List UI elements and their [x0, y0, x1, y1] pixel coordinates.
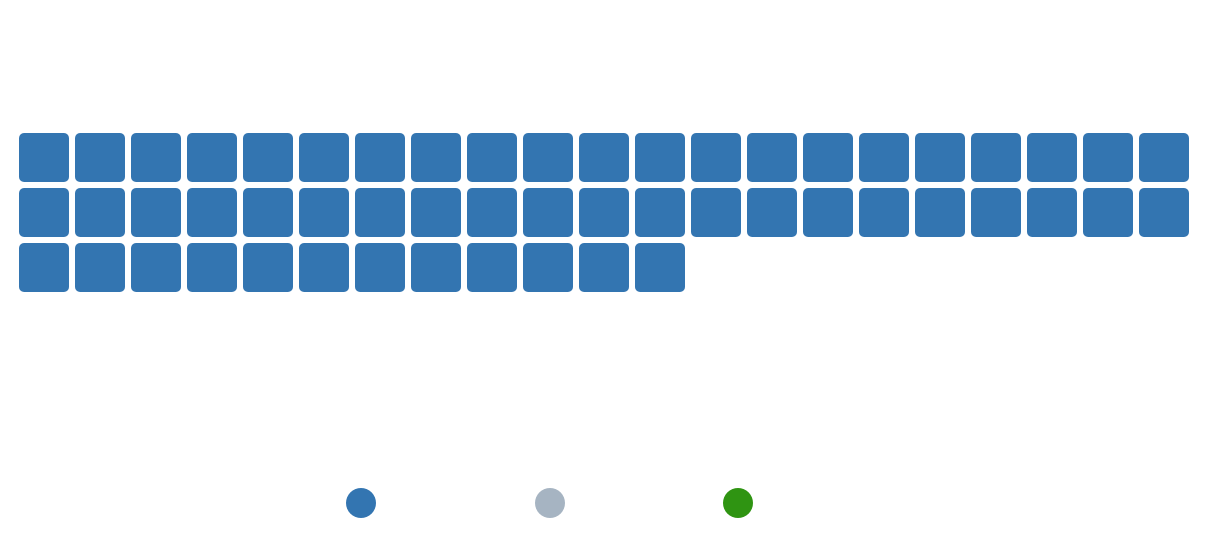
waffle-cell-series-0: [523, 243, 573, 292]
waffle-cell-series-0: [523, 133, 573, 182]
waffle-cell-series-0: [299, 133, 349, 182]
waffle-cell-series-0: [411, 188, 461, 237]
waffle-cell-series-0: [1139, 188, 1189, 237]
waffle-cell-series-0: [75, 133, 125, 182]
waffle-cell-series-0: [747, 188, 797, 237]
waffle-cell-series-0: [1083, 133, 1133, 182]
waffle-cell-series-0: [915, 133, 965, 182]
waffle-cell-series-0: [131, 133, 181, 182]
waffle-cell-series-0: [243, 133, 293, 182]
waffle-cell-series-0: [467, 133, 517, 182]
waffle-cell-series-0: [355, 133, 405, 182]
waffle-cell-series-0: [243, 188, 293, 237]
waffle-cell-series-0: [579, 243, 629, 292]
waffle-cell-series-0: [635, 188, 685, 237]
waffle-cell-series-0: [411, 243, 461, 292]
waffle-cell-series-0: [187, 133, 237, 182]
waffle-cell-series-0: [299, 188, 349, 237]
waffle-cell-series-0: [355, 188, 405, 237]
waffle-cell-series-0: [971, 133, 1021, 182]
waffle-cell-series-0: [523, 188, 573, 237]
waffle-cell-series-0: [1027, 188, 1077, 237]
waffle-cell-series-0: [859, 188, 909, 237]
waffle-cell-series-0: [747, 133, 797, 182]
waffle-cell-series-0: [579, 133, 629, 182]
waffle-cell-series-0: [971, 188, 1021, 237]
waffle-cell-series-0: [467, 243, 517, 292]
waffle-cell-series-0: [131, 188, 181, 237]
waffle-cell-series-0: [803, 188, 853, 237]
waffle-cell-series-0: [1027, 133, 1077, 182]
waffle-cell-series-0: [355, 243, 405, 292]
waffle-cell-series-0: [579, 188, 629, 237]
waffle-cell-series-0: [75, 243, 125, 292]
waffle-cell-series-0: [75, 188, 125, 237]
waffle-cell-series-0: [915, 188, 965, 237]
waffle-cell-series-0: [691, 133, 741, 182]
waffle-cell-series-0: [803, 133, 853, 182]
waffle-cell-series-0: [635, 133, 685, 182]
waffle-cell-series-0: [859, 133, 909, 182]
waffle-cell-series-0: [243, 243, 293, 292]
waffle-cell-series-0: [411, 133, 461, 182]
waffle-cell-series-0: [19, 188, 69, 237]
waffle-cell-series-0: [1083, 188, 1133, 237]
waffle-cell-series-0: [691, 188, 741, 237]
waffle-cell-series-0: [131, 243, 181, 292]
waffle-cell-series-0: [19, 133, 69, 182]
waffle-cell-series-0: [187, 243, 237, 292]
waffle-cell-series-0: [187, 188, 237, 237]
waffle-cell-series-0: [635, 243, 685, 292]
waffle-cell-series-0: [1139, 133, 1189, 182]
waffle-cell-series-0: [467, 188, 517, 237]
waffle-cell-series-0: [299, 243, 349, 292]
waffle-cell-series-0: [19, 243, 69, 292]
